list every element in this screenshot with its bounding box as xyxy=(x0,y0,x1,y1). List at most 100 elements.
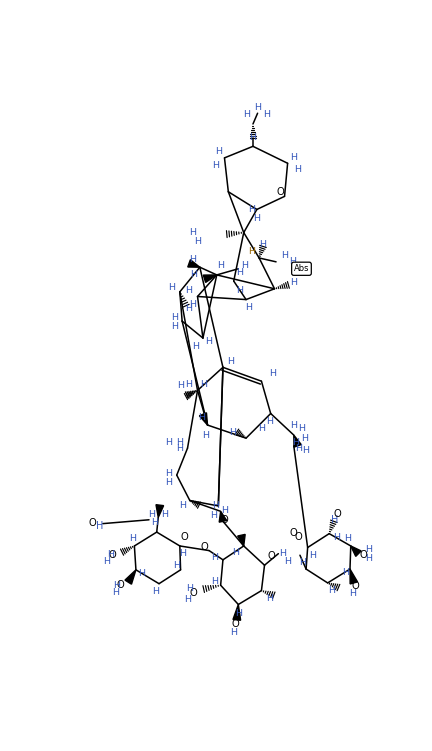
Text: O: O xyxy=(290,528,298,538)
Text: H: H xyxy=(194,237,201,246)
Text: H: H xyxy=(103,556,110,566)
Text: H: H xyxy=(232,547,239,556)
Polygon shape xyxy=(200,413,207,425)
Text: H: H xyxy=(96,521,103,531)
Text: H: H xyxy=(253,214,260,223)
Text: H: H xyxy=(171,322,178,331)
Polygon shape xyxy=(351,546,361,556)
Text: H: H xyxy=(280,549,286,558)
Text: O: O xyxy=(181,532,188,541)
Text: H: H xyxy=(269,369,276,378)
Text: H: H xyxy=(266,594,273,603)
Text: H: H xyxy=(328,586,335,595)
Text: H: H xyxy=(331,514,338,525)
Polygon shape xyxy=(203,275,217,282)
Polygon shape xyxy=(156,505,164,517)
Text: O: O xyxy=(117,581,124,590)
Text: H: H xyxy=(281,251,288,260)
Text: O: O xyxy=(295,532,302,541)
Text: H: H xyxy=(227,357,234,366)
Text: H: H xyxy=(184,596,191,605)
Text: O: O xyxy=(88,518,96,528)
Text: H: H xyxy=(310,550,317,559)
Text: H: H xyxy=(295,444,302,453)
Polygon shape xyxy=(238,535,245,546)
Text: O: O xyxy=(200,542,208,553)
Text: H: H xyxy=(344,534,351,543)
Text: H: H xyxy=(139,569,146,578)
Text: H: H xyxy=(334,533,340,542)
Text: H: H xyxy=(213,502,219,511)
Text: H: H xyxy=(342,569,349,578)
Text: H: H xyxy=(190,270,197,279)
Text: O: O xyxy=(352,581,359,591)
Text: H: H xyxy=(189,300,196,309)
Text: H: H xyxy=(185,303,192,312)
Text: H: H xyxy=(111,588,119,596)
Text: H: H xyxy=(206,337,213,346)
Text: H: H xyxy=(107,550,114,559)
Text: H: H xyxy=(168,282,176,291)
Text: H: H xyxy=(298,424,305,433)
Text: H: H xyxy=(178,549,186,558)
Text: H: H xyxy=(165,439,172,448)
Text: O: O xyxy=(109,550,117,560)
Polygon shape xyxy=(188,260,200,267)
Polygon shape xyxy=(294,435,301,447)
Text: H: H xyxy=(189,255,196,264)
Text: H: H xyxy=(243,110,250,119)
Text: H: H xyxy=(301,434,308,443)
Text: H: H xyxy=(299,559,307,568)
Text: H: H xyxy=(248,205,255,214)
Text: O: O xyxy=(221,514,229,525)
Text: H: H xyxy=(290,278,297,287)
Polygon shape xyxy=(219,511,227,522)
Text: H: H xyxy=(186,286,193,295)
Text: H: H xyxy=(241,261,248,270)
Text: H: H xyxy=(171,312,178,321)
Text: O: O xyxy=(359,550,367,560)
Text: H: H xyxy=(186,380,193,389)
Text: H: H xyxy=(264,110,270,119)
Text: H: H xyxy=(212,161,219,170)
Text: H: H xyxy=(129,534,137,543)
Text: O: O xyxy=(276,187,284,197)
Text: H: H xyxy=(202,430,209,439)
Text: H: H xyxy=(217,261,224,270)
Text: H: H xyxy=(284,556,291,566)
Text: H: H xyxy=(152,587,159,596)
Text: H: H xyxy=(248,247,255,256)
Text: O: O xyxy=(190,588,197,598)
Text: H: H xyxy=(236,286,243,295)
Text: H: H xyxy=(349,590,356,599)
Text: H: H xyxy=(290,421,297,430)
Text: H: H xyxy=(161,510,168,519)
Text: H: H xyxy=(113,581,120,590)
Text: H: H xyxy=(165,478,172,487)
Text: H: H xyxy=(216,147,222,156)
Text: H: H xyxy=(186,584,194,593)
Text: H: H xyxy=(221,506,228,515)
Text: H: H xyxy=(235,609,242,618)
Text: H: H xyxy=(365,553,372,562)
Polygon shape xyxy=(125,570,136,584)
Text: H: H xyxy=(179,502,186,511)
Text: H: H xyxy=(266,417,273,426)
Text: H: H xyxy=(236,268,243,277)
Text: H: H xyxy=(289,257,296,266)
Text: H: H xyxy=(211,577,218,586)
Text: H: H xyxy=(200,380,207,389)
Polygon shape xyxy=(350,569,358,584)
Text: H: H xyxy=(189,228,196,237)
Text: H: H xyxy=(254,103,261,112)
Text: H: H xyxy=(210,511,217,520)
Polygon shape xyxy=(233,605,241,620)
Text: H: H xyxy=(176,444,183,453)
Text: H: H xyxy=(177,382,184,391)
Text: H: H xyxy=(151,518,158,527)
Text: H: H xyxy=(292,439,299,448)
Text: H: H xyxy=(198,413,205,422)
Text: H: H xyxy=(211,553,218,562)
Text: H: H xyxy=(302,446,309,455)
Text: H: H xyxy=(229,428,236,437)
